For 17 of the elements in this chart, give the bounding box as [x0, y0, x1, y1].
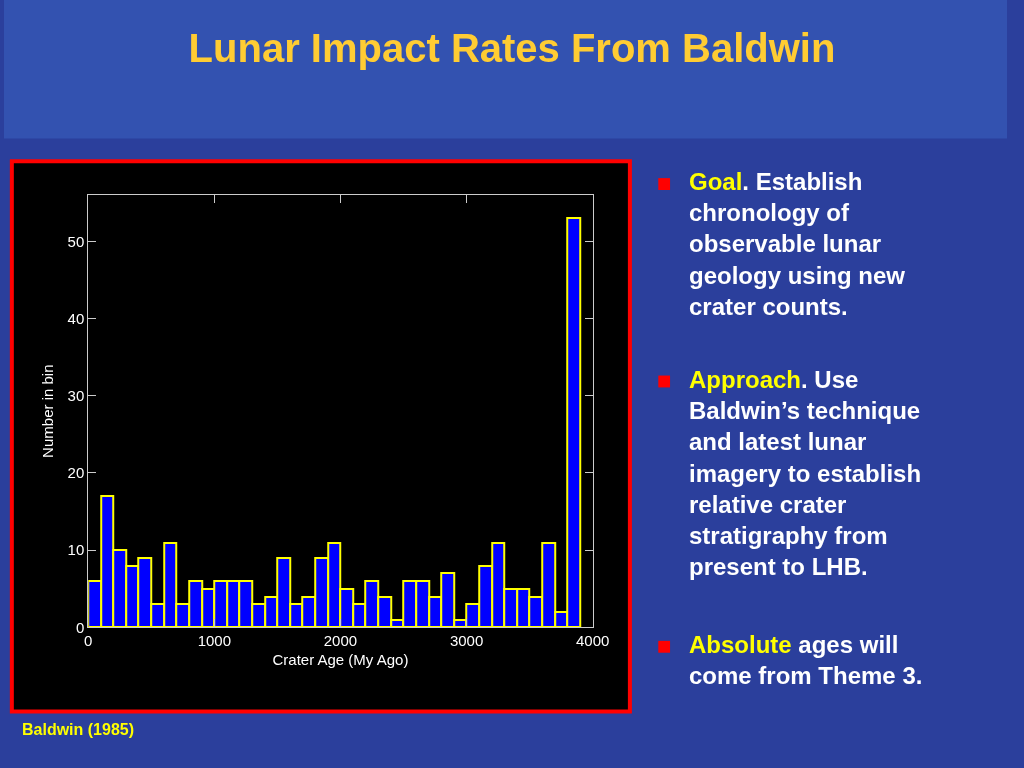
x-tick-label: 3000 [449, 632, 484, 650]
x-tick-label: 1000 [197, 632, 232, 650]
chart-title: Lunar Impact Rates From Baldwin [188, 26, 836, 70]
text: Approach. Use Baldwin’s technique and latest lunar imagery to establish relative crater stratigraphy from present to LHB. [689, 366, 922, 581]
x-tick-label: 4000 [575, 632, 610, 650]
y-tick-label: 20 [67, 464, 85, 482]
text: Baldwin (1985) [22, 721, 135, 738]
y-tick-label: 10 [67, 541, 85, 559]
y-axis-title: Number in bin [38, 364, 56, 458]
x-tick-label: 2000 [323, 632, 358, 650]
text: Absolute ages will come from Theme 3. [689, 631, 923, 690]
y-tick-label: 50 [67, 232, 85, 250]
text: Goal. Establish chronology of observable lunar geology using new crater counts. [689, 168, 906, 320]
y-tick-label: 40 [67, 309, 85, 327]
y-tick-label: 30 [67, 386, 85, 404]
x-axis-title: Crater Age (My Ago) [272, 651, 409, 669]
y-tick-label: 0 [75, 618, 85, 636]
